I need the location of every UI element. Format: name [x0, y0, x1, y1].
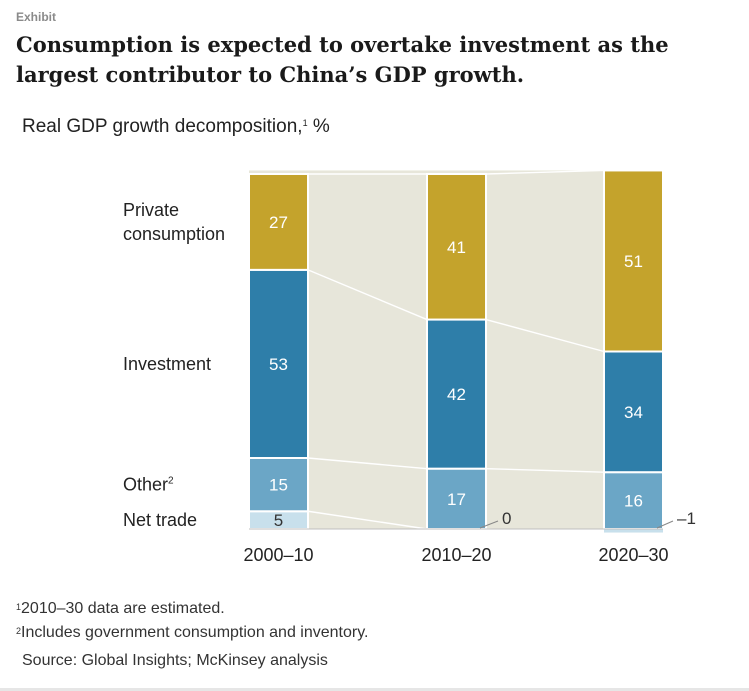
x-tick-label-2010-20: 2010–20: [421, 545, 491, 565]
title-line-1: Consumption is expected to overtake inve…: [16, 32, 669, 57]
subtitle-unit: %: [307, 116, 330, 137]
value-label-investment-2010-20: 42: [447, 385, 466, 404]
value-label-net-trade-2000-10: 5: [274, 511, 283, 530]
connector-investment-2: [485, 318, 605, 353]
connector-investment-1: [307, 269, 428, 321]
footnote-1-mark: 1: [16, 602, 22, 612]
bar-other-2010-20: [426, 467, 487, 530]
value-label-net-trade-2010-20: 0: [502, 509, 511, 528]
series-label-investment: Investment: [123, 354, 211, 374]
bar-investment-2010-20: [426, 318, 487, 470]
bar-private-consumption-2010-20: [426, 173, 487, 321]
leader-net-trade-2020-30: [656, 520, 674, 529]
series-label-net-trade: Net trade: [123, 510, 197, 530]
x-tick-label-2020-30: 2020–30: [598, 545, 668, 565]
x-tick-label-2000-10: 2000–10: [243, 545, 313, 565]
bar-investment-2000-10: [248, 268, 309, 459]
title-line-2: largest contributor to China’s GDP growt…: [16, 62, 525, 87]
series-label-private-consumption: Private consumption: [123, 200, 225, 244]
connector-net-trade-1: [307, 510, 428, 530]
source-note: Source: Global Insights; McKinsey analys…: [22, 652, 328, 669]
footnote-2: 2Includes government consumption and inv…: [16, 624, 368, 642]
page-title: Consumption is expected to overtake inve…: [16, 30, 716, 90]
footnote-2-mark: 2: [16, 626, 22, 636]
connector-other-1: [307, 457, 428, 470]
value-label-net-trade-2020-30: –1: [677, 509, 696, 528]
value-label-investment-2000-10: 53: [269, 355, 288, 374]
value-label-other-2000-10: 15: [269, 476, 288, 495]
stacked-bar-chart: 5 15 53 27 0 17 42 41 –1 16 34 51 2000–10 2010–20 2020…: [123, 169, 696, 565]
connector-net-trade-2: [485, 528, 605, 534]
value-label-private-consumption-2000-10: 27: [269, 213, 288, 232]
subtitle-footnote-mark: 1: [302, 118, 308, 128]
leader-net-trade-2010-20: [479, 520, 499, 529]
bar-net-trade-2020-30: [604, 529, 663, 533]
footnote-1-text: 2010–30 data are estimated.: [21, 600, 225, 617]
subtitle-text: Real GDP growth decomposition,: [22, 116, 303, 137]
bar-other-2000-10: [248, 457, 309, 513]
bar-private-consumption-2000-10: [248, 173, 309, 271]
bottom-divider: [0, 688, 749, 691]
value-label-private-consumption-2020-30: 51: [624, 252, 643, 271]
connector-other-2: [485, 467, 605, 473]
connector-private-consumption-2: [485, 169, 605, 175]
footnote-1: 12010–30 data are estimated.: [16, 600, 225, 618]
bar-private-consumption-2020-30: [603, 169, 664, 353]
value-label-other-2020-30: 16: [624, 492, 643, 511]
chart-subtitle: Real GDP growth decomposition,1 %: [22, 116, 330, 138]
footnote-2-text: Includes government consumption and inve…: [21, 624, 369, 641]
value-label-private-consumption-2010-20: 41: [447, 238, 466, 257]
value-label-investment-2020-30: 34: [624, 403, 643, 422]
exhibit-label: Exhibit: [16, 10, 57, 24]
series-label-other: Other2: [123, 475, 174, 495]
value-label-other-2010-20: 17: [447, 490, 466, 509]
